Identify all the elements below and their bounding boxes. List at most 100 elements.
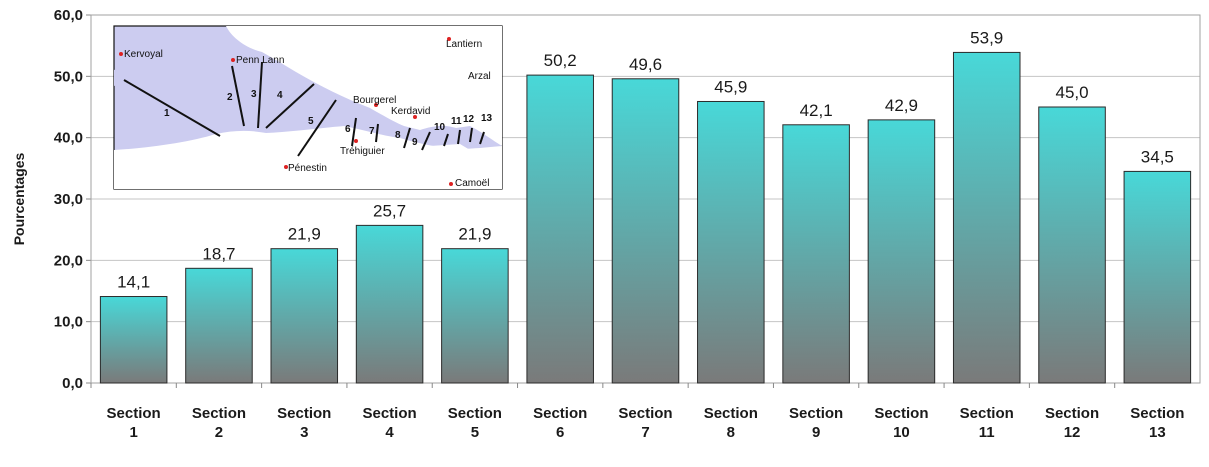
bar (441, 248, 509, 384)
bar (185, 267, 253, 384)
x-tick-label: 7 (641, 424, 649, 441)
bar (99, 296, 168, 384)
x-tick-label: 4 (385, 424, 394, 441)
map-section-num-8: 8 (395, 130, 401, 141)
x-tick-label: Section (704, 405, 758, 422)
map-section-num-6: 6 (345, 124, 351, 135)
section-line-9 (421, 131, 431, 151)
map-section-num-7: 7 (369, 126, 375, 137)
data-label: 14,1 (117, 273, 150, 292)
data-label: 21,9 (288, 225, 321, 244)
marker-penn-lann (231, 58, 235, 62)
x-tick-label: Section (107, 405, 161, 422)
y-tick-label: 50,0 (54, 68, 83, 85)
section-line-8 (403, 127, 411, 149)
map-label-arzal: Arzal (468, 71, 491, 82)
x-tick-label: Section (448, 405, 502, 422)
x-tick-label: Section (789, 405, 843, 422)
north-shore (114, 26, 502, 146)
section-lines (123, 61, 485, 157)
marker-lantiern (447, 37, 451, 41)
data-label: 49,6 (629, 55, 662, 74)
marker-bourgerel (374, 103, 378, 107)
bars (99, 51, 1192, 384)
y-tick-label: 20,0 (54, 252, 83, 269)
map-label-kerdavid: Kerdavid (391, 106, 430, 117)
map-label-camoel: Camoël (455, 178, 489, 189)
map-section-num-9: 9 (412, 137, 418, 148)
x-tick-label: 5 (471, 424, 479, 441)
x-tick-label: Section (960, 405, 1014, 422)
y-tick-label: 10,0 (54, 314, 83, 331)
penestin-land (214, 134, 360, 174)
x-tick-label: Section (533, 405, 587, 422)
data-label: 18,7 (202, 244, 235, 263)
bar (952, 51, 1021, 384)
y-tick-label: 40,0 (54, 130, 83, 147)
bar (611, 78, 680, 384)
inset-map: Kervoyal Penn Lann Lantiern Arzal Bourge… (113, 25, 503, 190)
x-tick-label: 2 (215, 424, 223, 441)
map-section-num-13: 13 (481, 113, 493, 124)
data-label: 21,9 (458, 225, 491, 244)
map-label-bourgerel: Bourgerel (353, 95, 396, 106)
data-label: 53,9 (970, 28, 1003, 47)
map-section-num-5: 5 (308, 116, 314, 127)
data-label: 42,9 (885, 96, 918, 115)
x-tick-label: 9 (812, 424, 820, 441)
section-line-7 (375, 123, 379, 143)
y-tick-label: 30,0 (54, 191, 83, 208)
data-label: 42,1 (800, 101, 833, 120)
x-axis-tick-labels: Section 1 Section 2 Section 3 Section 4 Section 5… (90, 383, 1184, 441)
map-section-num-10: 10 (434, 122, 446, 133)
bar (526, 74, 594, 384)
y-axis-label: Pourcentages (11, 152, 27, 245)
map-label-penn-lann: Penn Lann (236, 55, 284, 66)
map-section-num-3: 3 (251, 89, 257, 100)
bar (1038, 106, 1106, 384)
section-line-4 (265, 83, 315, 129)
section-line-1 (123, 79, 221, 137)
y-tick-label: 0,0 (62, 375, 83, 392)
map-label-penestin: Pénestin (288, 163, 327, 174)
data-label: 25,7 (373, 201, 406, 220)
x-tick-label: 11 (979, 424, 995, 441)
section-line-3 (257, 61, 263, 129)
section-line-2 (231, 65, 245, 127)
marker-kervoyal (119, 52, 123, 56)
bar (270, 248, 339, 384)
map-label-kervoyal: Kervoyal (124, 49, 163, 60)
bar (867, 119, 936, 384)
x-tick-label: 6 (556, 424, 564, 441)
data-label: 50,2 (544, 51, 577, 70)
bar (355, 224, 424, 384)
map-section-num-11: 11 (451, 116, 462, 127)
bar (782, 124, 850, 384)
x-tick-label: Section (192, 405, 246, 422)
y-tick-label: 60,0 (54, 7, 83, 24)
marker-trehiguier (354, 139, 358, 143)
bay-water (114, 38, 240, 86)
map-section-num-12: 12 (463, 114, 475, 125)
town-markers (119, 37, 453, 186)
x-tick-label: 10 (893, 424, 910, 441)
x-tick-label: Section (618, 405, 672, 422)
bar (697, 100, 765, 384)
y-axis-tick-labels: 0,0 10,0 20,0 30,0 40,0 50,0 60,0 (54, 7, 83, 392)
section-line-6 (351, 117, 357, 147)
x-tick-label: Section (1045, 405, 1099, 422)
section-line-11 (457, 129, 461, 145)
marker-camoel (449, 182, 453, 186)
data-labels: 14,1 18,7 21,9 25,7 21,9 50,2 49,6 45,9 42,1 42,9… (117, 28, 1174, 291)
x-tick-label: 3 (300, 424, 308, 441)
map-section-num-1: 1 (164, 108, 170, 119)
x-tick-label: 1 (129, 424, 137, 441)
map-section-num-2: 2 (227, 92, 233, 103)
x-tick-label: Section (362, 405, 416, 422)
section-line-5 (297, 99, 337, 157)
data-label: 34,5 (1141, 147, 1174, 166)
map-label-trehiguier: Tréhiguier (340, 146, 385, 157)
data-label: 45,9 (714, 77, 747, 96)
x-tick-label: 12 (1064, 424, 1081, 441)
